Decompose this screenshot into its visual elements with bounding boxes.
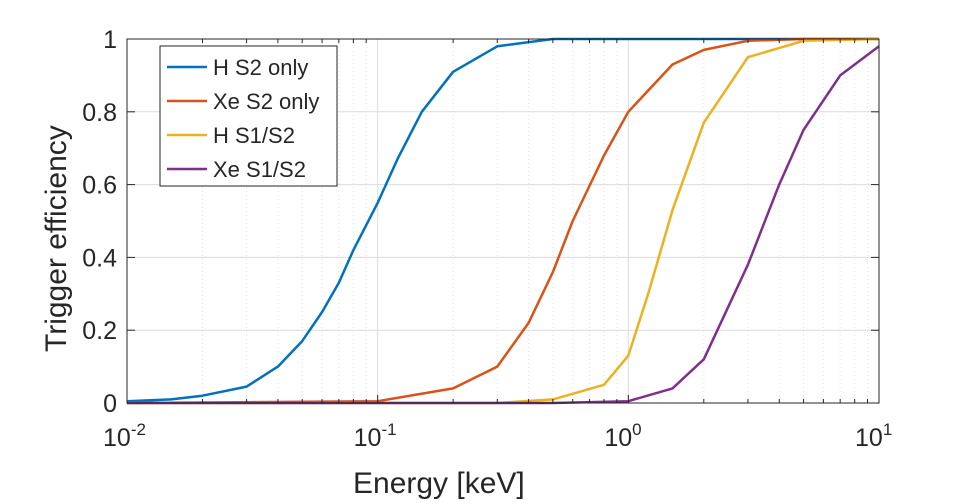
series-line-2 bbox=[127, 37, 880, 405]
y-tick-label: 0.4 bbox=[82, 244, 117, 272]
legend-box bbox=[159, 45, 338, 187]
series-line-0 bbox=[126, 37, 879, 403]
x-tick-label: 10-2 bbox=[103, 420, 146, 452]
x-tick-label: 101 bbox=[855, 420, 892, 452]
plot-frame bbox=[126, 38, 880, 404]
y-tick-label: 0.8 bbox=[82, 99, 117, 127]
legend-entry: Xe S2 only bbox=[213, 89, 319, 114]
series-line-3 bbox=[127, 45, 880, 405]
x-axis-label: Energy [keV] bbox=[353, 467, 525, 499]
series-line-1 bbox=[126, 37, 879, 405]
y-axis-label: Trigger efficiency bbox=[40, 125, 73, 352]
series-lines bbox=[126, 37, 880, 405]
legend-entry: H S2 only bbox=[213, 55, 308, 80]
y-tick-label: 1 bbox=[103, 26, 117, 54]
x-tick-label: 100 bbox=[604, 420, 641, 452]
y-tick-label: 0.6 bbox=[82, 172, 117, 200]
legend-entry: Xe S1/S2 bbox=[213, 157, 306, 182]
x-tick-label: 10-1 bbox=[354, 420, 397, 452]
y-tick-label: 0 bbox=[103, 390, 117, 418]
axis-ticks: 10-2 10-1 100 101 0 0.2 0.4 0.6 0.8 1 bbox=[82, 26, 892, 452]
legend: H S2 only Xe S2 only H S1/S2 Xe S1/S2 bbox=[159, 45, 338, 187]
legend-entry: H S1/S2 bbox=[213, 123, 295, 148]
y-tick-label: 0.2 bbox=[82, 317, 117, 345]
